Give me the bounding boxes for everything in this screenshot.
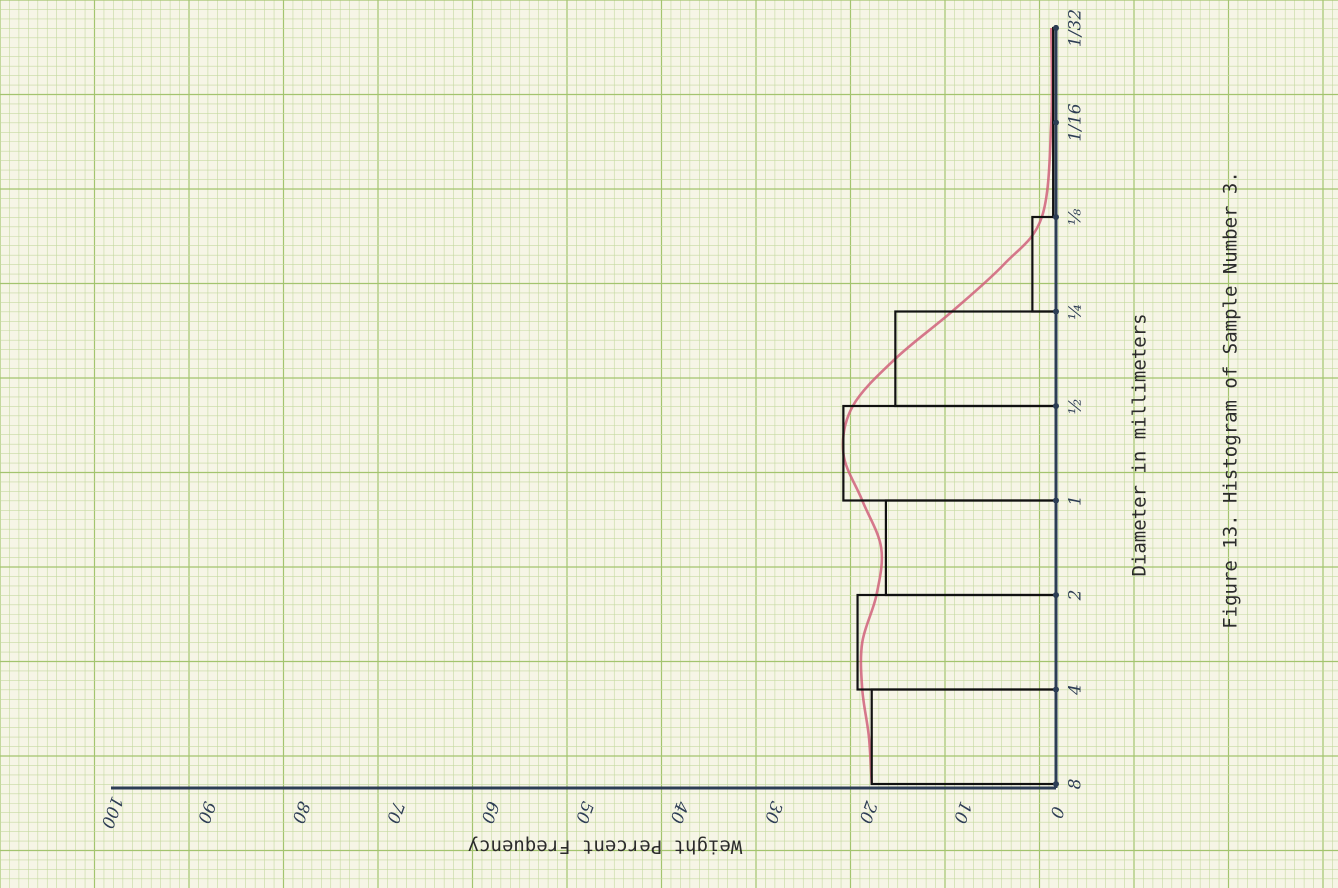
x-tick-mark: [1053, 497, 1059, 504]
y-tick-label-group: 100: [96, 794, 126, 832]
x-tick-label-group: 1/32: [1066, 9, 1086, 47]
y-tick-label: 60: [476, 799, 502, 826]
x-tick-label: 1/32: [1066, 9, 1086, 47]
histogram-bar: [842, 404, 1058, 502]
x-tick-label: 8: [1066, 778, 1086, 789]
chart-title-group: Figure 13. Histogram of Sample Number 3.: [1220, 171, 1242, 629]
y-tick-label: 40: [665, 798, 692, 826]
x-tick-label: 1: [1066, 495, 1086, 506]
y-tick-label-group: 80: [287, 799, 313, 826]
x-tick-label-group: 4: [1066, 684, 1086, 696]
x-tick-label: 2: [1066, 590, 1086, 602]
x-tick-mark: [1053, 686, 1059, 693]
histogram-bar: [884, 499, 1058, 597]
x-tick-label-group: 1: [1066, 495, 1086, 506]
x-tick-mark: [1053, 781, 1059, 787]
x-tick-label: ¼: [1066, 303, 1086, 319]
y-tick-label-group: 20: [854, 798, 881, 826]
axes: [111, 25, 1059, 790]
y-axis-label-group: Weight Percent Frequency: [468, 836, 743, 858]
x-tick-label-group: 8: [1066, 778, 1086, 789]
x-axis-label: Diameter in millimeters: [1129, 313, 1151, 576]
x-tick-mark: [1053, 214, 1059, 220]
y-tick-label: 90: [193, 799, 219, 826]
histogram-bar: [894, 310, 1058, 408]
y-tick-label: 80: [287, 799, 313, 826]
y-tick-label-group: 10: [949, 799, 975, 826]
y-tick-label-group: 60: [476, 799, 502, 826]
y-tick-label-group: 50: [571, 799, 597, 826]
x-tick-mark: [1053, 25, 1059, 31]
y-tick-label: 100: [96, 794, 126, 832]
y-tick-label-group: 90: [193, 799, 219, 826]
y-tick-label-group: 0: [1045, 804, 1068, 821]
x-tick-label: ½: [1066, 398, 1086, 414]
y-tick-label: 10: [949, 799, 975, 826]
x-tick-label-group: ½: [1066, 398, 1086, 414]
y-axis-label: Weight Percent Frequency: [468, 836, 743, 858]
x-tick-mark: [1053, 308, 1059, 315]
y-tick-label: 70: [382, 799, 408, 826]
y-tick-label: 50: [571, 799, 597, 826]
y-tick-label: 20: [854, 798, 881, 826]
x-tick-label: ⅛: [1066, 208, 1086, 225]
histogram-bars: [842, 26, 1058, 786]
y-tick-label: 30: [760, 799, 786, 826]
y-tick-label-group: 40: [665, 798, 692, 826]
chart-title: Figure 13. Histogram of Sample Number 3.: [1220, 171, 1242, 629]
x-axis-label-group: Diameter in millimeters: [1129, 313, 1151, 576]
x-tick-mark: [1053, 592, 1059, 598]
histogram-bar: [856, 593, 1058, 691]
x-tick-mark: [1053, 119, 1059, 126]
y-tick-label: 0: [1045, 804, 1068, 821]
x-tick-label-group: 1/16: [1066, 103, 1086, 141]
y-tick-labels: 0 10 20 30 40 50 60 70 80 90 100: [96, 794, 1067, 832]
x-tick-label-group: ¼: [1066, 303, 1086, 319]
y-tick-label-group: 30: [760, 799, 786, 826]
x-tick-label: 1/16: [1066, 103, 1086, 141]
x-tick-label: 4: [1066, 684, 1086, 696]
x-tick-label-group: 2: [1066, 590, 1086, 602]
x-tick-label-group: ⅛: [1066, 208, 1086, 225]
x-tick-mark: [1053, 403, 1059, 409]
y-tick-label-group: 70: [382, 799, 408, 826]
x-tick-labels: 8 4 2 1 ½ ¼ ⅛ 1/16 1/32: [1066, 9, 1086, 790]
